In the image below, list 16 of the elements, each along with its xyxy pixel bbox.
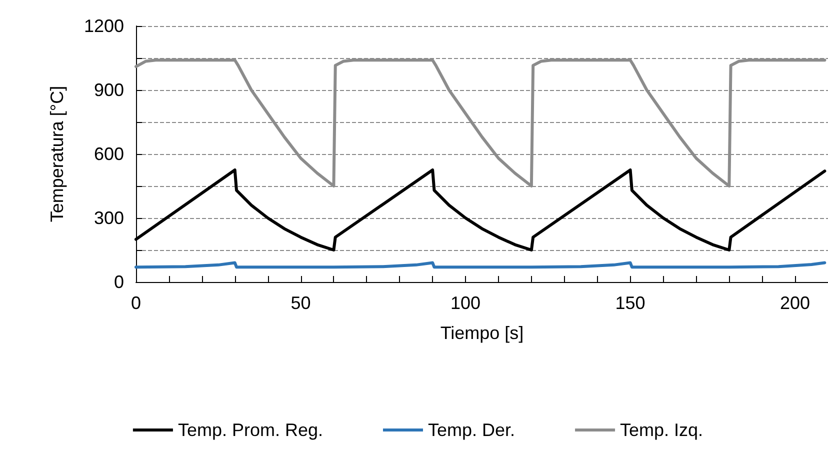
y-tick-label: 300 bbox=[94, 208, 124, 228]
y-tick-label: 0 bbox=[114, 272, 124, 292]
x-tick-label: 50 bbox=[290, 293, 311, 313]
y-tick-label: 1200 bbox=[84, 16, 124, 36]
legend-label: Temp. Prom. Reg. bbox=[178, 420, 323, 440]
y-axis-title: Temperatura [°C] bbox=[47, 86, 67, 222]
y-tick-label: 900 bbox=[94, 80, 124, 100]
legend-label: Temp. Der. bbox=[428, 420, 516, 440]
x-tick-label: 0 bbox=[130, 293, 142, 313]
y-tick-label: 600 bbox=[94, 144, 124, 164]
x-tick-label: 150 bbox=[615, 293, 646, 313]
x-axis-title: Tiempo [s] bbox=[440, 323, 524, 343]
line-series bbox=[134, 58, 826, 188]
x-tick-label: 200 bbox=[780, 293, 810, 313]
x-tick-label: 100 bbox=[450, 293, 481, 313]
legend-label: Temp. Izq. bbox=[620, 420, 704, 440]
